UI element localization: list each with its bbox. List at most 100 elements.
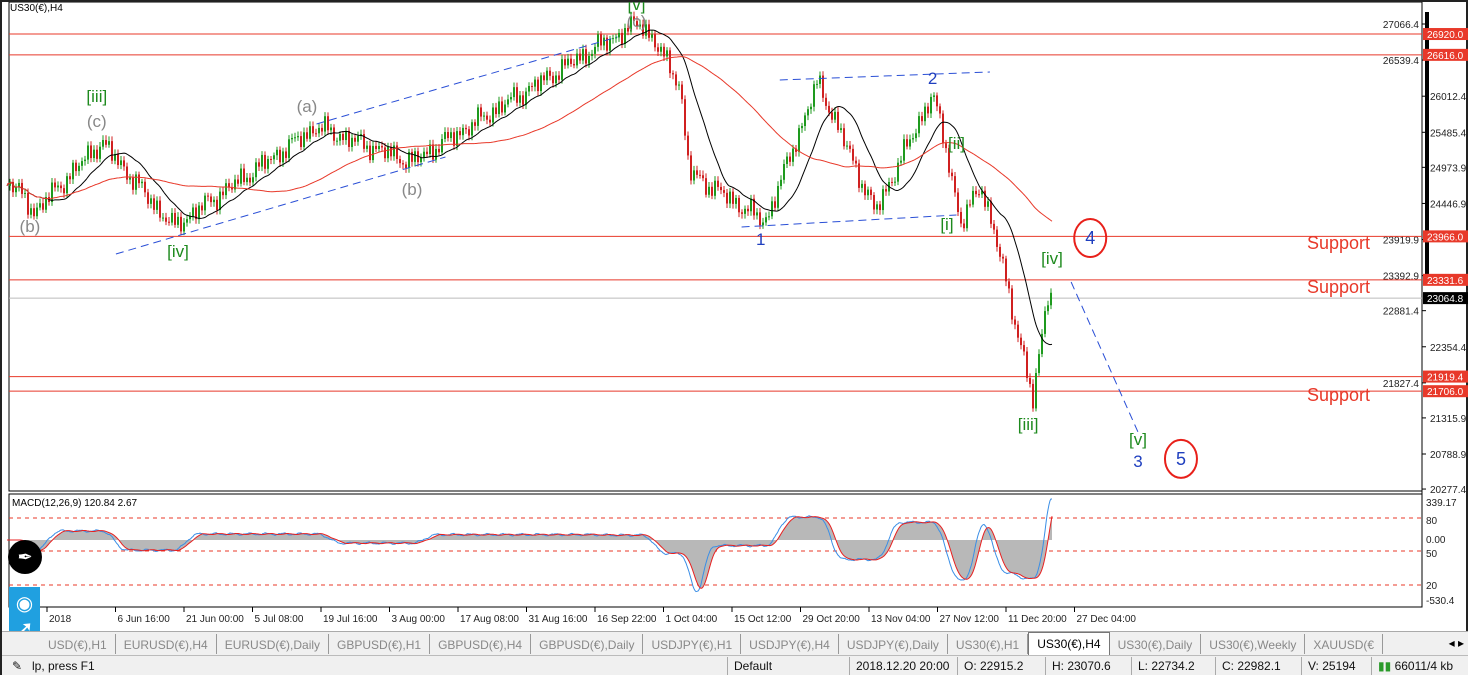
candle (597, 34, 599, 47)
candle (510, 97, 512, 100)
y-tick-label: 23392.9 (1383, 272, 1420, 283)
candle (828, 105, 830, 113)
candle (297, 136, 299, 138)
price-tag (1423, 385, 1468, 398)
candle (267, 158, 269, 169)
wave-label: (c) (627, 12, 647, 31)
candle (534, 79, 536, 87)
tab-eurusd-daily[interactable]: EURUSD(€),Daily (217, 634, 330, 654)
candle (486, 115, 488, 120)
candle (819, 75, 821, 84)
candle (249, 177, 251, 183)
candle (402, 163, 404, 165)
candle (504, 104, 506, 113)
candle (978, 194, 980, 196)
candle (345, 130, 347, 141)
tab-us30-weekly[interactable]: US30(€),Weekly (1201, 634, 1306, 654)
macd-tick-label: -530.4 (1426, 596, 1455, 607)
price-chart[interactable]: 27066.4 26539.4 26012.4 25485.4 24973.9 24446… (2, 2, 1468, 630)
tab-scroll-arrows-icon[interactable]: ◂ ▸ (1442, 632, 1468, 654)
tab-usdjpy-h1[interactable]: USDJPY(€),H1 (643, 634, 742, 654)
y-tick-label: 26012.4 (1430, 92, 1467, 103)
candle (918, 116, 920, 134)
macd-tick-label: 0.00 (1426, 535, 1446, 546)
candle (765, 217, 767, 223)
candle (228, 183, 230, 188)
candle (762, 222, 764, 226)
tab-gbpusd-h1[interactable]: GBPUSD(€),H1 (329, 634, 431, 654)
candle (981, 190, 983, 195)
candle (387, 147, 389, 159)
candle (711, 186, 713, 196)
eye-icon[interactable]: ◉ (15, 593, 34, 615)
x-tick-label: 27 Dec 04:00 (1077, 614, 1137, 625)
candle (282, 151, 284, 163)
candle (957, 192, 959, 212)
candle (459, 131, 461, 136)
tab-usdjpy-h4[interactable]: USDJPY(€),H4 (741, 634, 839, 654)
wave-label: [iii] (1018, 415, 1039, 434)
candle (333, 127, 335, 141)
candle (87, 145, 89, 160)
price-tag-label: 23331.6 (1427, 276, 1464, 287)
wave-label: (b) (402, 180, 423, 199)
tab-xauusd-[interactable]: XAUUSD(€ (1305, 634, 1384, 654)
tab-us30-h4[interactable]: US30(€),H4 (1028, 632, 1110, 655)
candle (666, 50, 668, 57)
candle (771, 201, 773, 217)
candle (1032, 383, 1034, 409)
candle (975, 190, 977, 195)
candle (1011, 288, 1013, 320)
candle (147, 192, 149, 204)
candle (696, 170, 698, 175)
trendline (741, 214, 957, 228)
candle (159, 200, 161, 218)
tab-us30-daily[interactable]: US30(€),Daily (1110, 634, 1202, 654)
candle (450, 132, 452, 139)
candle (216, 199, 218, 210)
price-tag-label: 26920.0 (1427, 30, 1464, 41)
candle (171, 212, 173, 223)
candle (492, 107, 494, 123)
candle (357, 135, 359, 142)
candle (444, 132, 446, 139)
candle (543, 75, 545, 81)
candle (378, 146, 380, 150)
wave-label: [ii] (948, 134, 965, 153)
candle (60, 185, 62, 189)
trendline (316, 36, 618, 125)
candle (480, 107, 482, 117)
x-tick-label: 27 Nov 12:00 (940, 614, 1000, 625)
tab-eurusd-h4[interactable]: EURUSD(€),H4 (116, 634, 217, 654)
tab-us30-h1[interactable]: US30(€),H1 (948, 634, 1029, 654)
tab-usdjpy-daily[interactable]: USDJPY(€),Daily (839, 634, 948, 654)
x-tick-label: 2018 (49, 614, 72, 625)
candle (759, 212, 761, 226)
y-tick-label: 20788.9 (1430, 450, 1467, 461)
candle (870, 189, 872, 196)
candle (381, 146, 383, 148)
candle (348, 130, 350, 147)
candle (516, 87, 518, 103)
candle (72, 162, 74, 180)
y-tick-label: 21315.9 (1430, 414, 1467, 425)
candle (852, 148, 854, 161)
candle (318, 127, 320, 134)
candle (96, 149, 98, 159)
trendline (1070, 281, 1139, 433)
candle (903, 139, 905, 161)
candle (255, 162, 257, 178)
price-tag (1423, 273, 1468, 286)
macd-label: MACD(12,26,9) 120.84 2.67 (12, 498, 138, 509)
tab-gbpusd-daily[interactable]: GBPUSD(€),Daily (531, 634, 644, 654)
pen-tool-icon[interactable]: ✒ (8, 540, 42, 574)
x-tick-label: 5 Jul 08:00 (255, 614, 304, 625)
candle (999, 246, 1001, 257)
candle (663, 46, 665, 57)
tab-gbpusd-h4[interactable]: GBPUSD(€),H4 (430, 634, 532, 654)
candle (822, 75, 824, 98)
candle (339, 133, 341, 141)
tab-usd-h1[interactable]: USD(€),H1 (40, 634, 116, 654)
price-tag-label: 23966.0 (1427, 232, 1464, 243)
wave-label: (b) (20, 217, 41, 236)
